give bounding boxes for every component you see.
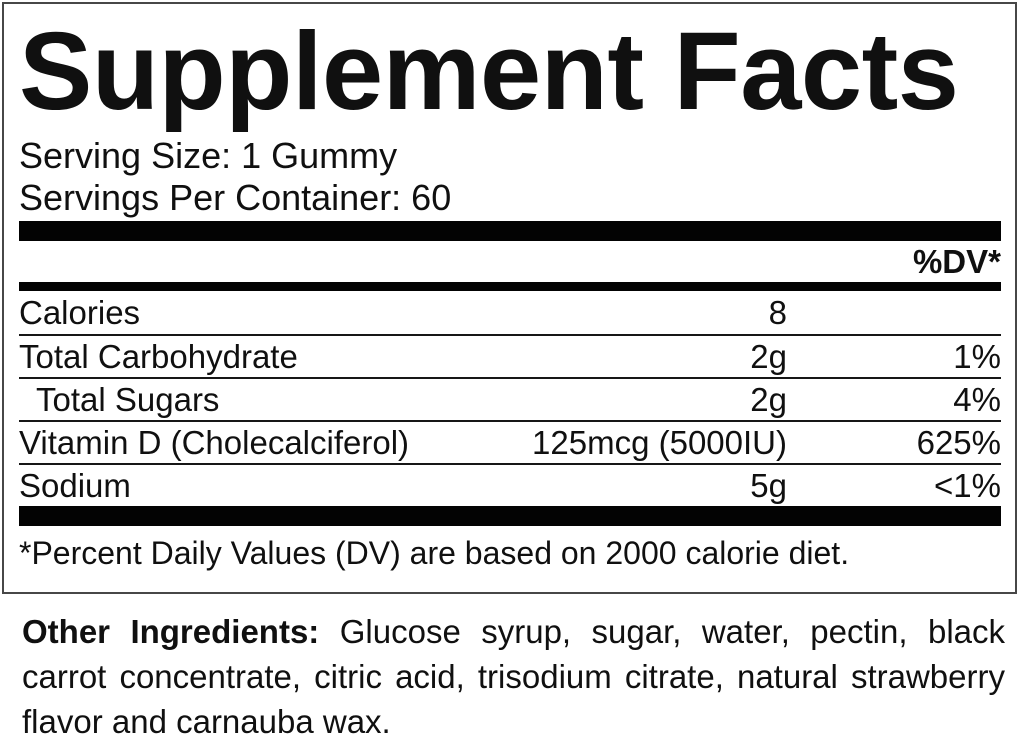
facts-table: Calories 8 Total Carbohydrate 2g 1% Tota… (19, 291, 1001, 506)
other-ingredients: Other Ingredients: Glucose syrup, sugar,… (22, 609, 1005, 744)
nutrient-amount: 2g (750, 337, 787, 375)
nutrient-name: Total Sugars (36, 380, 220, 418)
nutrient-row: Calories 8 (19, 291, 1001, 334)
nutrient-row: Vitamin D (Cholecalciferol) 125mcg (5000… (19, 420, 1001, 463)
other-ingredients-text: Glucose syrup, sugar, water, pectin, bla… (22, 613, 1005, 740)
nutrient-amount: 125mcg (5000IU) (532, 423, 787, 461)
servings-per-container: Servings Per Container: 60 (19, 177, 452, 218)
nutrient-row: Total Carbohydrate 2g 1% (19, 334, 1001, 377)
nutrient-dv: 625% (916, 423, 1001, 461)
nutrient-amount: 5g (750, 466, 787, 504)
nutrient-name: Sodium (19, 466, 131, 504)
nutrient-name: Vitamin D (Cholecalciferol) (19, 423, 410, 461)
separator-bar-thick-top (19, 221, 1001, 241)
nutrient-name: Calories (19, 293, 141, 331)
supplement-facts-panel: Supplement Facts Serving Size: 1 Gummy S… (2, 2, 1017, 594)
serving-size: Serving Size: 1 Gummy (19, 135, 398, 176)
separator-bar-medium (19, 282, 1001, 291)
dv-footnote: *Percent Daily Values (DV) are based on … (19, 535, 850, 571)
dv-column-header: %DV* (912, 243, 1001, 280)
nutrient-row: Sodium 5g <1% (19, 463, 1001, 506)
nutrient-dv: 4% (953, 380, 1001, 418)
panel-title: Supplement Facts (19, 10, 959, 133)
other-ingredients-label: Other Ingredients: (22, 613, 320, 650)
separator-bar-thick-bottom (19, 506, 1001, 526)
nutrient-amount: 8 (768, 293, 787, 331)
nutrient-dv: 1% (953, 337, 1001, 375)
nutrient-amount: 2g (750, 380, 787, 418)
nutrient-dv: <1% (934, 466, 1001, 504)
nutrient-row: Total Sugars 2g 4% (19, 377, 1001, 420)
nutrient-name: Total Carbohydrate (19, 337, 298, 375)
